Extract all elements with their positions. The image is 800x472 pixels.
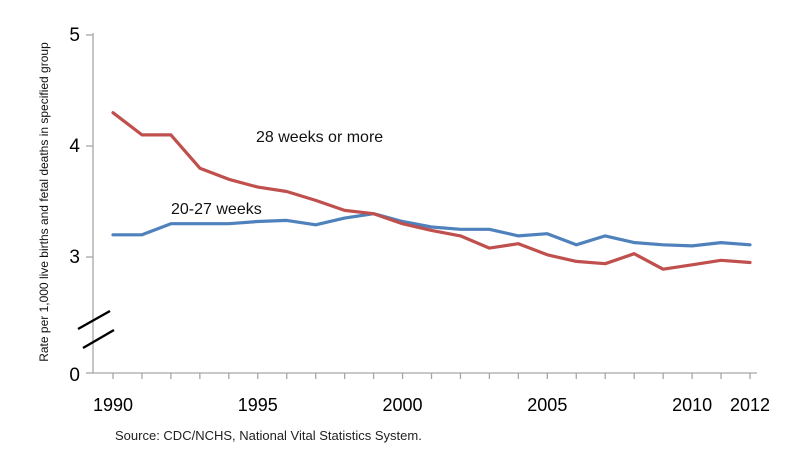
y-tick-label-4: 4 <box>69 136 80 157</box>
x-tick-label-2012: 2012 <box>730 395 770 415</box>
series-label-20-27-weeks: 20-27 weeks <box>171 201 262 218</box>
source-note: Source: CDC/NCHS, National Vital Statist… <box>115 428 422 443</box>
series-line-28-weeks-or-more <box>111 111 752 271</box>
y-tick-label-5: 5 <box>69 25 80 46</box>
x-tick-label-1990: 1990 <box>93 395 133 415</box>
y-axis-title: Rate per 1,000 live births and fetal dea… <box>37 42 51 362</box>
axis-break-mark-upper <box>77 309 111 331</box>
axis-break-mark-lower <box>82 328 115 350</box>
x-tick-label-1995: 1995 <box>238 395 278 415</box>
y-tick-label-0: 0 <box>69 365 80 386</box>
series-label-28-weeks-or-more: 28 weeks or more <box>256 129 384 146</box>
x-tick-label-2005: 2005 <box>527 395 567 415</box>
series-line-20-27-weeks <box>111 212 752 248</box>
y-tick-label-3: 3 <box>69 247 80 268</box>
x-tick-label-2010: 2010 <box>672 395 712 415</box>
x-tick-label-2000: 2000 <box>383 395 423 415</box>
